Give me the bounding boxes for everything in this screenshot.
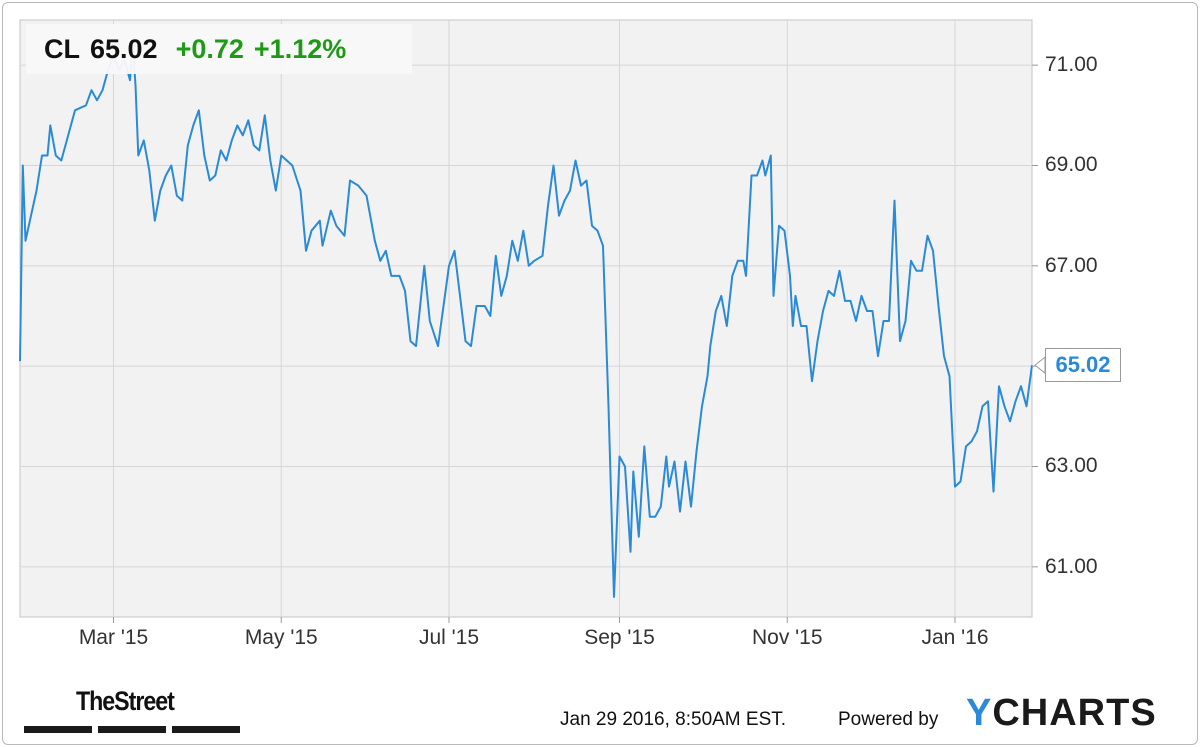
y-tick-label: 67.00 (1045, 253, 1098, 277)
thestreet-logo-bar (172, 726, 240, 733)
last-value-pointer (1034, 356, 1046, 375)
last-value-label: 65.02 (1045, 348, 1121, 383)
x-tick-label: May '15 (244, 626, 318, 649)
thestreet-logo-bar (98, 726, 166, 733)
thestreet-logo: TheStreet (76, 686, 175, 716)
ycharts-logo-y: Y (966, 692, 993, 734)
ycharts-logo-text: CHARTS (992, 692, 1157, 734)
thestreet-logo-bar (24, 726, 92, 733)
footer-timestamp: Jan 29 2016, 8:50AM EST. (560, 709, 787, 730)
y-tick-label: 69.00 (1045, 153, 1098, 177)
y-tick-label: 71.00 (1045, 53, 1098, 77)
x-tick-label: Jan '16 (921, 626, 989, 649)
x-tick-label: Mar '15 (78, 626, 149, 649)
x-tick-label: Sep '15 (584, 626, 655, 649)
powered-by-label: Powered by (838, 709, 939, 730)
price-change-percent: +1.12% (253, 33, 347, 64)
y-tick-label: 63.00 (1045, 454, 1098, 478)
y-tick-label: 61.00 (1045, 554, 1098, 578)
ycharts-logo[interactable]: YCHARTS (966, 692, 1157, 735)
price-change: +0.72 (175, 33, 244, 64)
plot-area (19, 19, 1033, 618)
quote-header: CL 65.02 +0.72 +1.12% (26, 24, 412, 74)
price-line-series (19, 44, 1033, 598)
x-tick-label: Jul '15 (418, 626, 480, 649)
quote-price: 65.02 (90, 33, 158, 64)
ticker-symbol: CL (44, 33, 80, 64)
x-tick-label: Nov '15 (751, 626, 823, 649)
